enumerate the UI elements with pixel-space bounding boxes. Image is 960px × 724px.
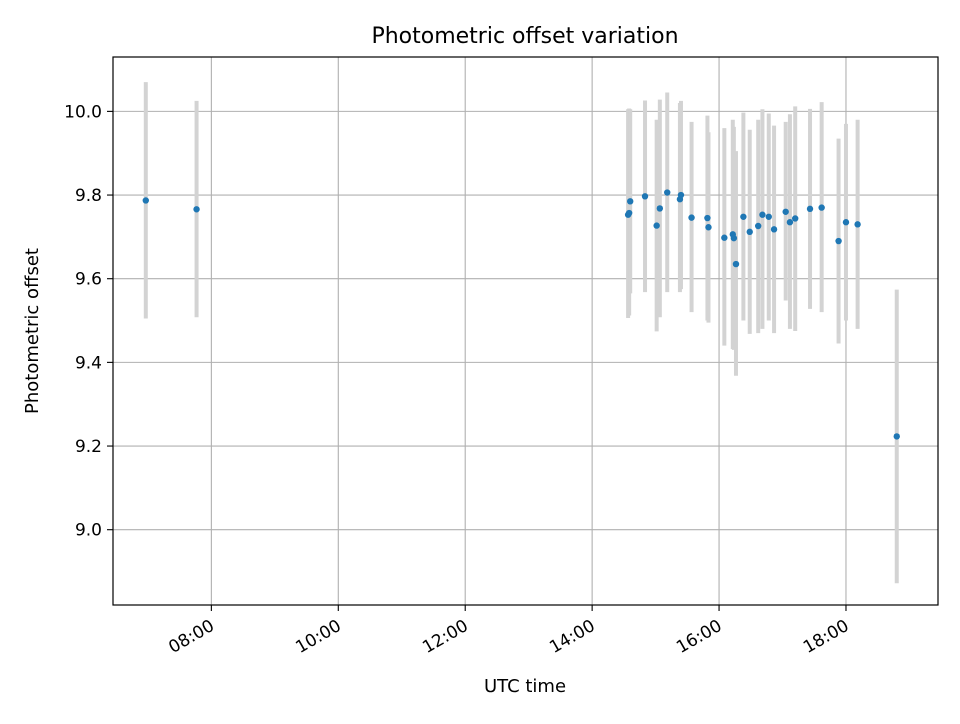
data-point [688,214,695,221]
data-point [641,193,649,200]
data-point [664,189,671,196]
chart-title: Photometric offset variation [371,24,678,49]
data-point [746,228,753,236]
data-point [818,204,825,211]
data-point [193,206,200,213]
data-point [786,219,794,226]
y-tick-label: 9.6 [75,270,102,290]
data-point [653,222,660,229]
data-point [835,237,842,245]
data-point [754,222,762,230]
data-point [893,433,900,440]
x-axis-label: UTC time [484,676,566,697]
data-point [740,213,747,220]
y-tick-label: 9.4 [75,353,102,373]
data-point [656,205,664,212]
data-point [759,211,766,218]
data-point [677,191,685,199]
y-axis-ticks: 9.0 9.2 9.4 9.6 9.8 10.0 [64,102,113,541]
y-tick-label: 9.8 [75,186,102,206]
y-axis-label: Photometric offset [22,248,43,414]
data-point [792,215,799,222]
data-point [704,214,711,222]
data-points [142,189,900,440]
data-point [806,205,814,213]
y-tick-label: 10.0 [64,102,102,122]
grid-lines [113,57,938,605]
data-point [142,197,149,204]
data-point [705,224,712,231]
data-point [765,213,772,220]
data-point [721,234,728,241]
plot-area-frame [112,56,939,606]
data-point [732,260,740,268]
data-point [770,226,778,233]
data-point [627,198,634,205]
y-tick-label: 9.0 [75,521,102,541]
y-tick-label: 9.2 [75,437,102,457]
data-point [782,208,789,215]
data-point [854,221,861,228]
data-point [842,219,850,226]
data-point [625,209,633,217]
data-point [730,234,738,242]
